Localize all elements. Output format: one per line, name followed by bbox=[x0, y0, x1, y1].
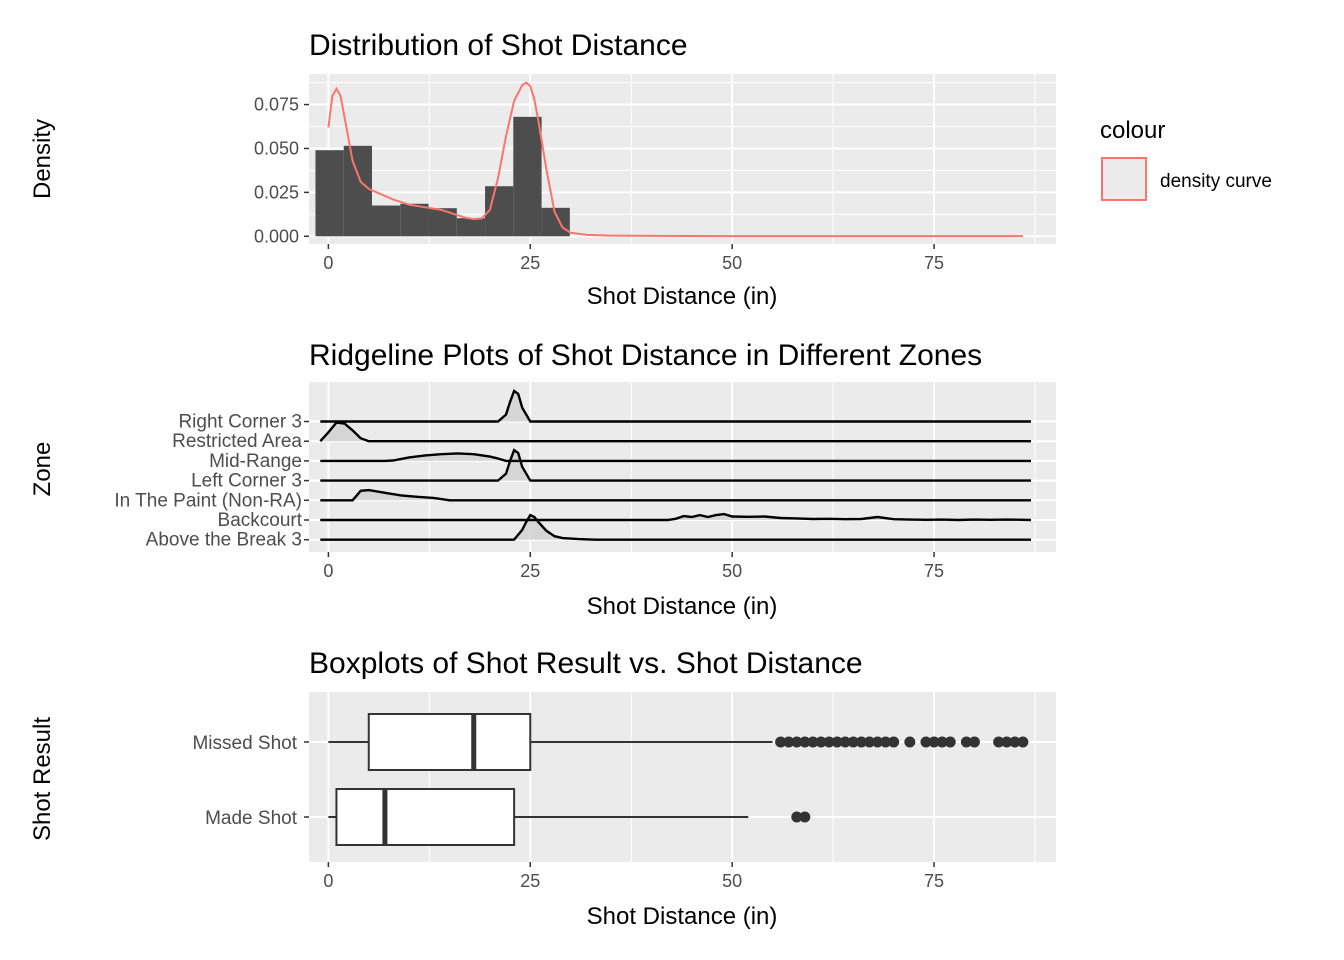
histogram-bar bbox=[371, 205, 401, 237]
x-tick-label: 50 bbox=[722, 871, 742, 891]
ridge-line bbox=[320, 389, 1031, 423]
x-tick-label: 75 bbox=[924, 253, 944, 273]
histogram-bars bbox=[315, 116, 570, 237]
ridgeline-panel: Ridgeline Plots of Shot Distance in Diff… bbox=[29, 339, 1056, 620]
outlier-point bbox=[1017, 736, 1029, 748]
zone-label: Backcourt bbox=[218, 510, 303, 531]
x-tick-label: 25 bbox=[520, 561, 540, 581]
outlier-point bbox=[775, 736, 787, 748]
zone-label: Above the Break 3 bbox=[146, 530, 302, 551]
boxplot-x-axis-title: Shot Distance (in) bbox=[587, 903, 778, 930]
box bbox=[335, 788, 516, 846]
ridgeline-x-axis-title: Shot Distance (in) bbox=[587, 593, 778, 620]
outlier-point bbox=[831, 736, 843, 748]
y-tick-label: 0.075 bbox=[254, 95, 299, 115]
outlier-point bbox=[928, 736, 940, 748]
outlier-point bbox=[855, 736, 867, 748]
outlier-point bbox=[791, 736, 803, 748]
x-tick-label: 0 bbox=[323, 253, 333, 273]
histogram-panel: Distribution of Shot Distance 0.000 0.025… bbox=[29, 29, 1272, 310]
histogram-bar bbox=[428, 208, 457, 237]
x-tick-label: 0 bbox=[323, 871, 333, 891]
outlier-point bbox=[872, 736, 884, 748]
legend-label-density-curve: density curve bbox=[1160, 171, 1272, 192]
zone-label: Left Corner 3 bbox=[191, 471, 302, 492]
y-tick-label: Made Shot bbox=[205, 808, 298, 829]
outlier-point bbox=[839, 736, 851, 748]
histogram-title: Distribution of Shot Distance bbox=[309, 29, 688, 62]
ridgeline-densities bbox=[319, 389, 1032, 541]
outlier-point bbox=[960, 736, 972, 748]
legend-title: colour bbox=[1100, 117, 1165, 144]
outlier-point bbox=[791, 811, 803, 823]
outlier-point bbox=[920, 736, 932, 748]
outlier-point bbox=[1001, 736, 1013, 748]
zone-label: Mid-Range bbox=[209, 451, 302, 472]
legend: colour density curve bbox=[1100, 117, 1272, 201]
histogram-x-axis: 0 25 50 75 bbox=[323, 244, 944, 273]
outlier-point bbox=[823, 736, 835, 748]
box bbox=[367, 713, 532, 771]
outlier-point bbox=[1009, 736, 1021, 748]
boxplot-title: Boxplots of Shot Result vs. Shot Distanc… bbox=[309, 647, 863, 680]
y-tick-label: 0.050 bbox=[254, 138, 299, 158]
x-tick-label: 25 bbox=[520, 871, 540, 891]
outlier-point bbox=[799, 811, 811, 823]
outlier-point bbox=[799, 736, 811, 748]
zone-label: In The Paint (Non-RA) bbox=[114, 490, 302, 511]
histogram-bar bbox=[315, 150, 344, 237]
ridge-line bbox=[319, 421, 1031, 443]
ridge-fill bbox=[320, 490, 1031, 501]
y-tick-label: Missed Shot bbox=[192, 733, 297, 754]
outlier-point bbox=[863, 736, 875, 748]
ridge-line bbox=[320, 452, 1031, 463]
x-tick-label: 0 bbox=[323, 561, 333, 581]
histogram-bar bbox=[343, 145, 372, 237]
ridge-line bbox=[320, 512, 1032, 522]
x-tick-label: 50 bbox=[722, 561, 742, 581]
ridgeline-title: Ridgeline Plots of Shot Distance in Diff… bbox=[309, 339, 982, 372]
legend-key-density-curve bbox=[1101, 157, 1147, 201]
outlier-point bbox=[880, 736, 892, 748]
outlier-point bbox=[993, 736, 1005, 748]
outlier-point bbox=[847, 736, 859, 748]
boxplot-y-axis-title: Shot Result bbox=[29, 717, 56, 841]
ridgeline-x-axis: 0 25 50 75 bbox=[323, 552, 944, 581]
outlier-point bbox=[968, 736, 980, 748]
x-tick-label: 25 bbox=[520, 253, 540, 273]
x-tick-label: 50 bbox=[722, 253, 742, 273]
y-tick-label: 0.025 bbox=[254, 182, 299, 202]
ridge-line bbox=[320, 513, 1031, 541]
x-tick-label: 75 bbox=[924, 871, 944, 891]
density-curve-line bbox=[327, 81, 1023, 238]
histogram-x-axis-title: Shot Distance (in) bbox=[587, 283, 778, 310]
outlier-point bbox=[815, 736, 827, 748]
outlier-point bbox=[888, 736, 900, 748]
boxplot-panel: Boxplots of Shot Result vs. Shot Distanc… bbox=[29, 647, 1056, 930]
boxplot-x-axis: 0 25 50 75 bbox=[323, 862, 944, 891]
outlier-point bbox=[944, 736, 956, 748]
zone-label: Restricted Area bbox=[172, 431, 302, 452]
outlier-point bbox=[783, 736, 795, 748]
zone-label: Right Corner 3 bbox=[178, 412, 302, 433]
boxplot-y-axis: Missed Shot Made Shot bbox=[192, 733, 309, 829]
x-tick-label: 75 bbox=[924, 561, 944, 581]
ridgeline-y-axis-title: Zone bbox=[29, 442, 56, 497]
histogram-bar bbox=[400, 203, 429, 237]
ridge-line bbox=[320, 488, 1031, 502]
outlier-point bbox=[936, 736, 948, 748]
histogram-y-axis: 0.000 0.025 0.050 0.075 bbox=[254, 95, 309, 246]
histogram-bar bbox=[456, 218, 486, 237]
y-tick-label: 0.000 bbox=[254, 226, 299, 246]
ridgeline-plot-background bbox=[309, 382, 1056, 552]
outlier-point bbox=[904, 736, 916, 748]
histogram-bar bbox=[513, 116, 542, 237]
ridge-line bbox=[320, 448, 1031, 482]
boxplot-boxes bbox=[328, 713, 1029, 846]
histogram-y-axis-title: Density bbox=[29, 119, 56, 199]
outlier-point bbox=[807, 736, 819, 748]
